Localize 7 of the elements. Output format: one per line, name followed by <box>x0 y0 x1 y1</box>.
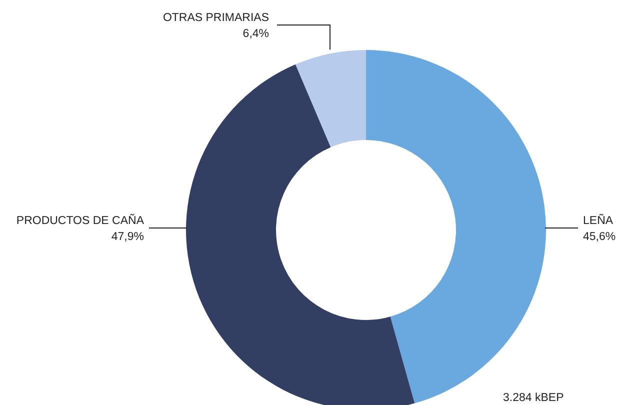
slice-label: OTRAS PRIMARIAS <box>162 12 270 24</box>
text: 3.284 kBEP <box>503 392 564 404</box>
data-label: 6,4% <box>242 28 270 40</box>
slice-label: PRODUCTOS DE CAÑA <box>16 213 144 227</box>
data-label: 47,9% <box>111 231 144 243</box>
data-label: 45,6% <box>583 231 616 243</box>
slice-label: LEÑA <box>583 213 614 227</box>
